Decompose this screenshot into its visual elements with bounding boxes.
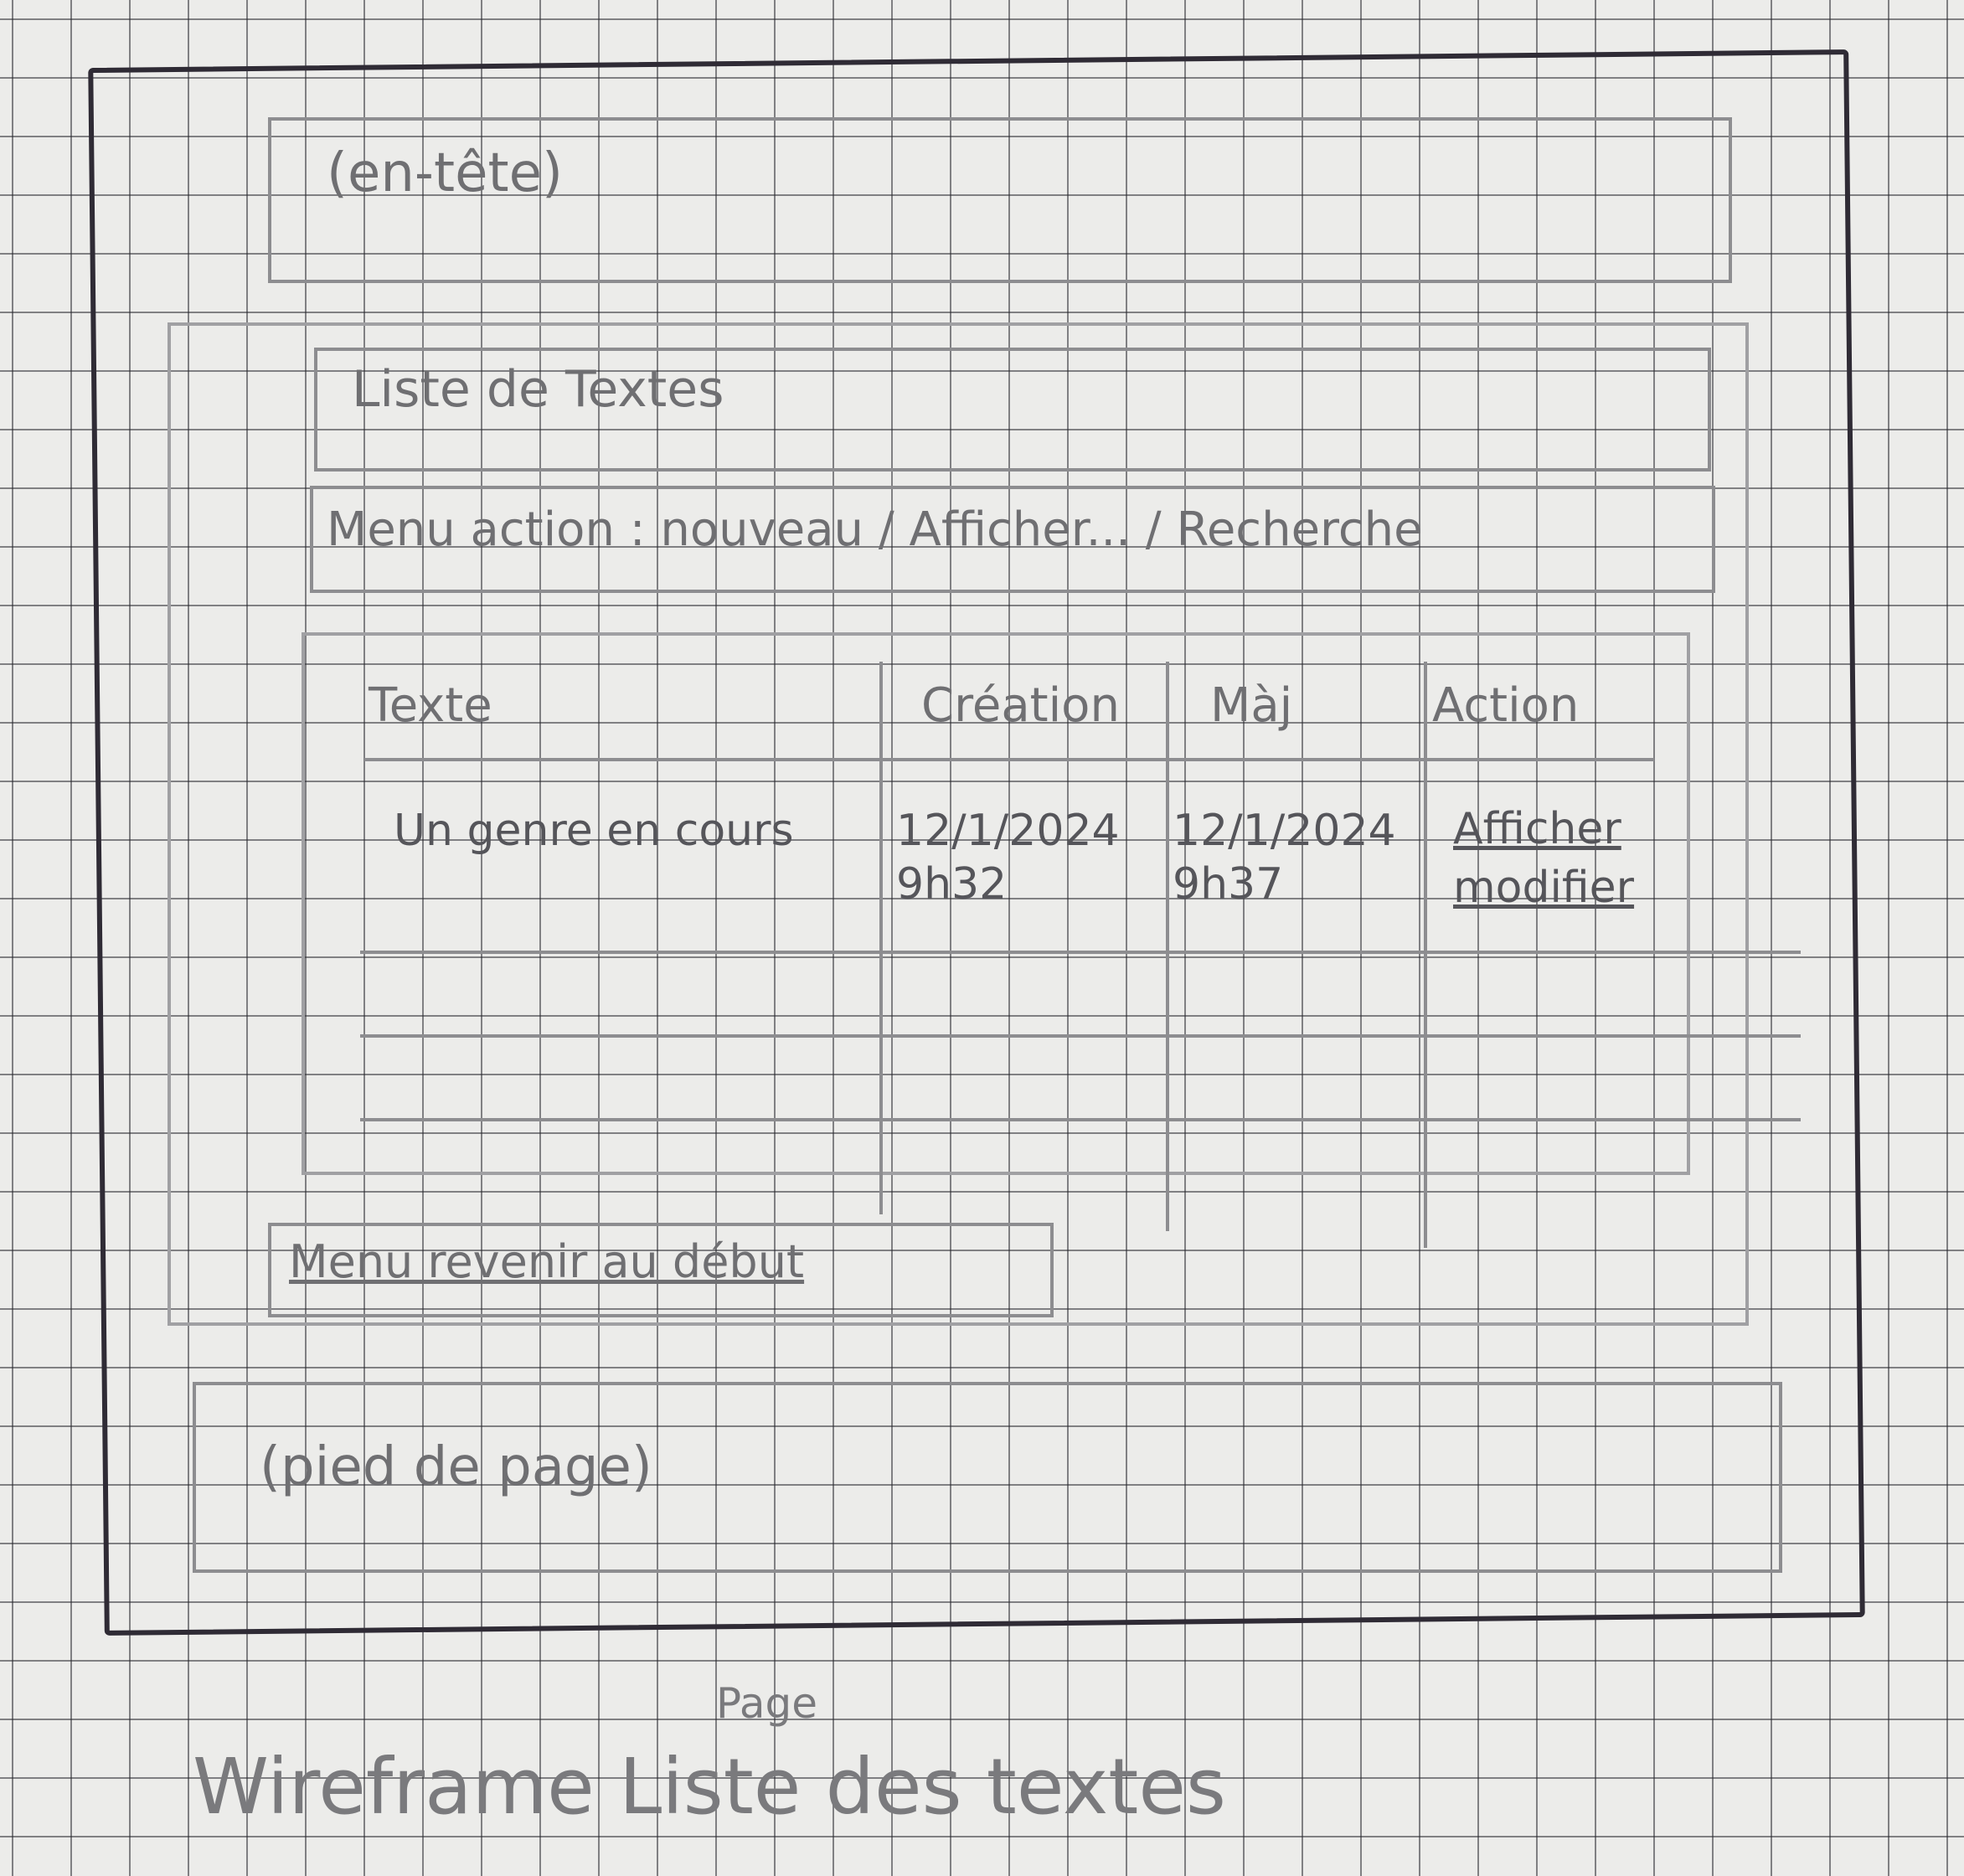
page-title-box bbox=[314, 348, 1711, 472]
column-header-text: Texte bbox=[369, 678, 492, 733]
edit-action-link[interactable]: modifier bbox=[1453, 863, 1635, 913]
page-title: Liste de Textes bbox=[352, 360, 724, 419]
back-menu-link[interactable]: Menu revenir au début bbox=[289, 1235, 805, 1288]
table-column-rule bbox=[1166, 662, 1169, 1231]
main-content-region bbox=[168, 322, 1749, 1326]
footer-label: (pied de page) bbox=[260, 1436, 652, 1498]
table-row-rule bbox=[360, 1034, 1801, 1038]
table-header-rule bbox=[364, 758, 1654, 761]
caption-annotation: Page bbox=[716, 1679, 818, 1728]
back-menu-box[interactable] bbox=[268, 1223, 1054, 1317]
table-cell-updated: 12/1/2024 9h37 bbox=[1173, 806, 1396, 910]
table-cell-created: 12/1/2024 9h32 bbox=[896, 806, 1120, 910]
header-region bbox=[268, 117, 1732, 283]
show-action-link[interactable]: Afficher bbox=[1453, 804, 1621, 854]
action-menu-label[interactable]: Menu action : nouveau / Afficher... / Re… bbox=[327, 502, 1423, 557]
footer-region bbox=[193, 1382, 1782, 1573]
table-row-rule bbox=[360, 951, 1801, 954]
table-cell-text: Un genre en cours bbox=[394, 806, 794, 856]
column-header-updated: Màj bbox=[1210, 678, 1293, 733]
table-column-rule bbox=[1424, 662, 1427, 1248]
table-row-rule bbox=[360, 1118, 1801, 1121]
header-label: (en-tête) bbox=[327, 142, 563, 204]
column-header-action: Action bbox=[1432, 678, 1580, 733]
texts-table bbox=[302, 632, 1690, 1175]
table-column-rule bbox=[879, 662, 883, 1214]
wireframe-caption: Wireframe Liste des textes bbox=[193, 1742, 1226, 1832]
column-header-created: Création bbox=[921, 678, 1120, 733]
action-menu-bar[interactable] bbox=[310, 486, 1715, 593]
